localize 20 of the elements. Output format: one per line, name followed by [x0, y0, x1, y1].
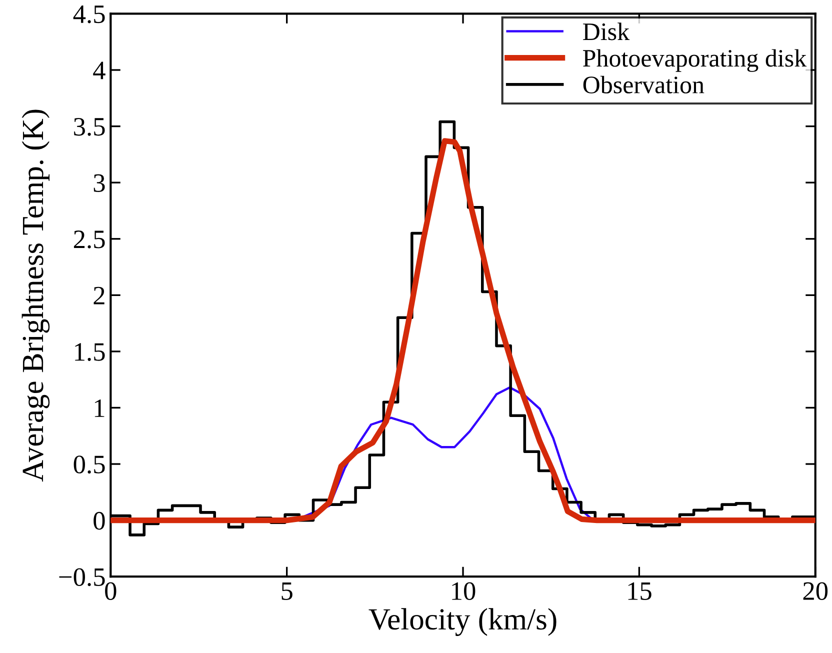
y-tick-label: 0.5	[74, 456, 105, 474]
y-axis-title: Average Brightness Temp. (K)	[22, 110, 50, 482]
y-tick-label: 4.5	[73, 5, 105, 24]
legend-label: Disk	[583, 22, 630, 40]
y-tick-label: 1	[94, 399, 104, 417]
legend-label: Photoevaporating disk	[583, 49, 807, 72]
y-tick-label: 2	[94, 286, 104, 304]
y-tick-label: −0.5	[59, 568, 105, 586]
legend-label: Observation	[583, 76, 704, 94]
x-tick-label: 10	[452, 582, 476, 600]
y-tick-label: 4	[93, 62, 106, 80]
y-tick-label: 1.5	[75, 343, 105, 361]
x-tick-label: 5	[282, 582, 292, 600]
x-tick-label: 15	[628, 582, 652, 600]
y-tick-label: 3	[94, 174, 105, 192]
x-axis-title: Velocity (km/s)	[368, 608, 556, 636]
x-tick-label: 20	[803, 582, 828, 600]
y-tick-label: 0	[94, 512, 105, 530]
y-tick-label: 3.5	[74, 118, 105, 136]
y-tick-label: 2.5	[74, 230, 105, 248]
